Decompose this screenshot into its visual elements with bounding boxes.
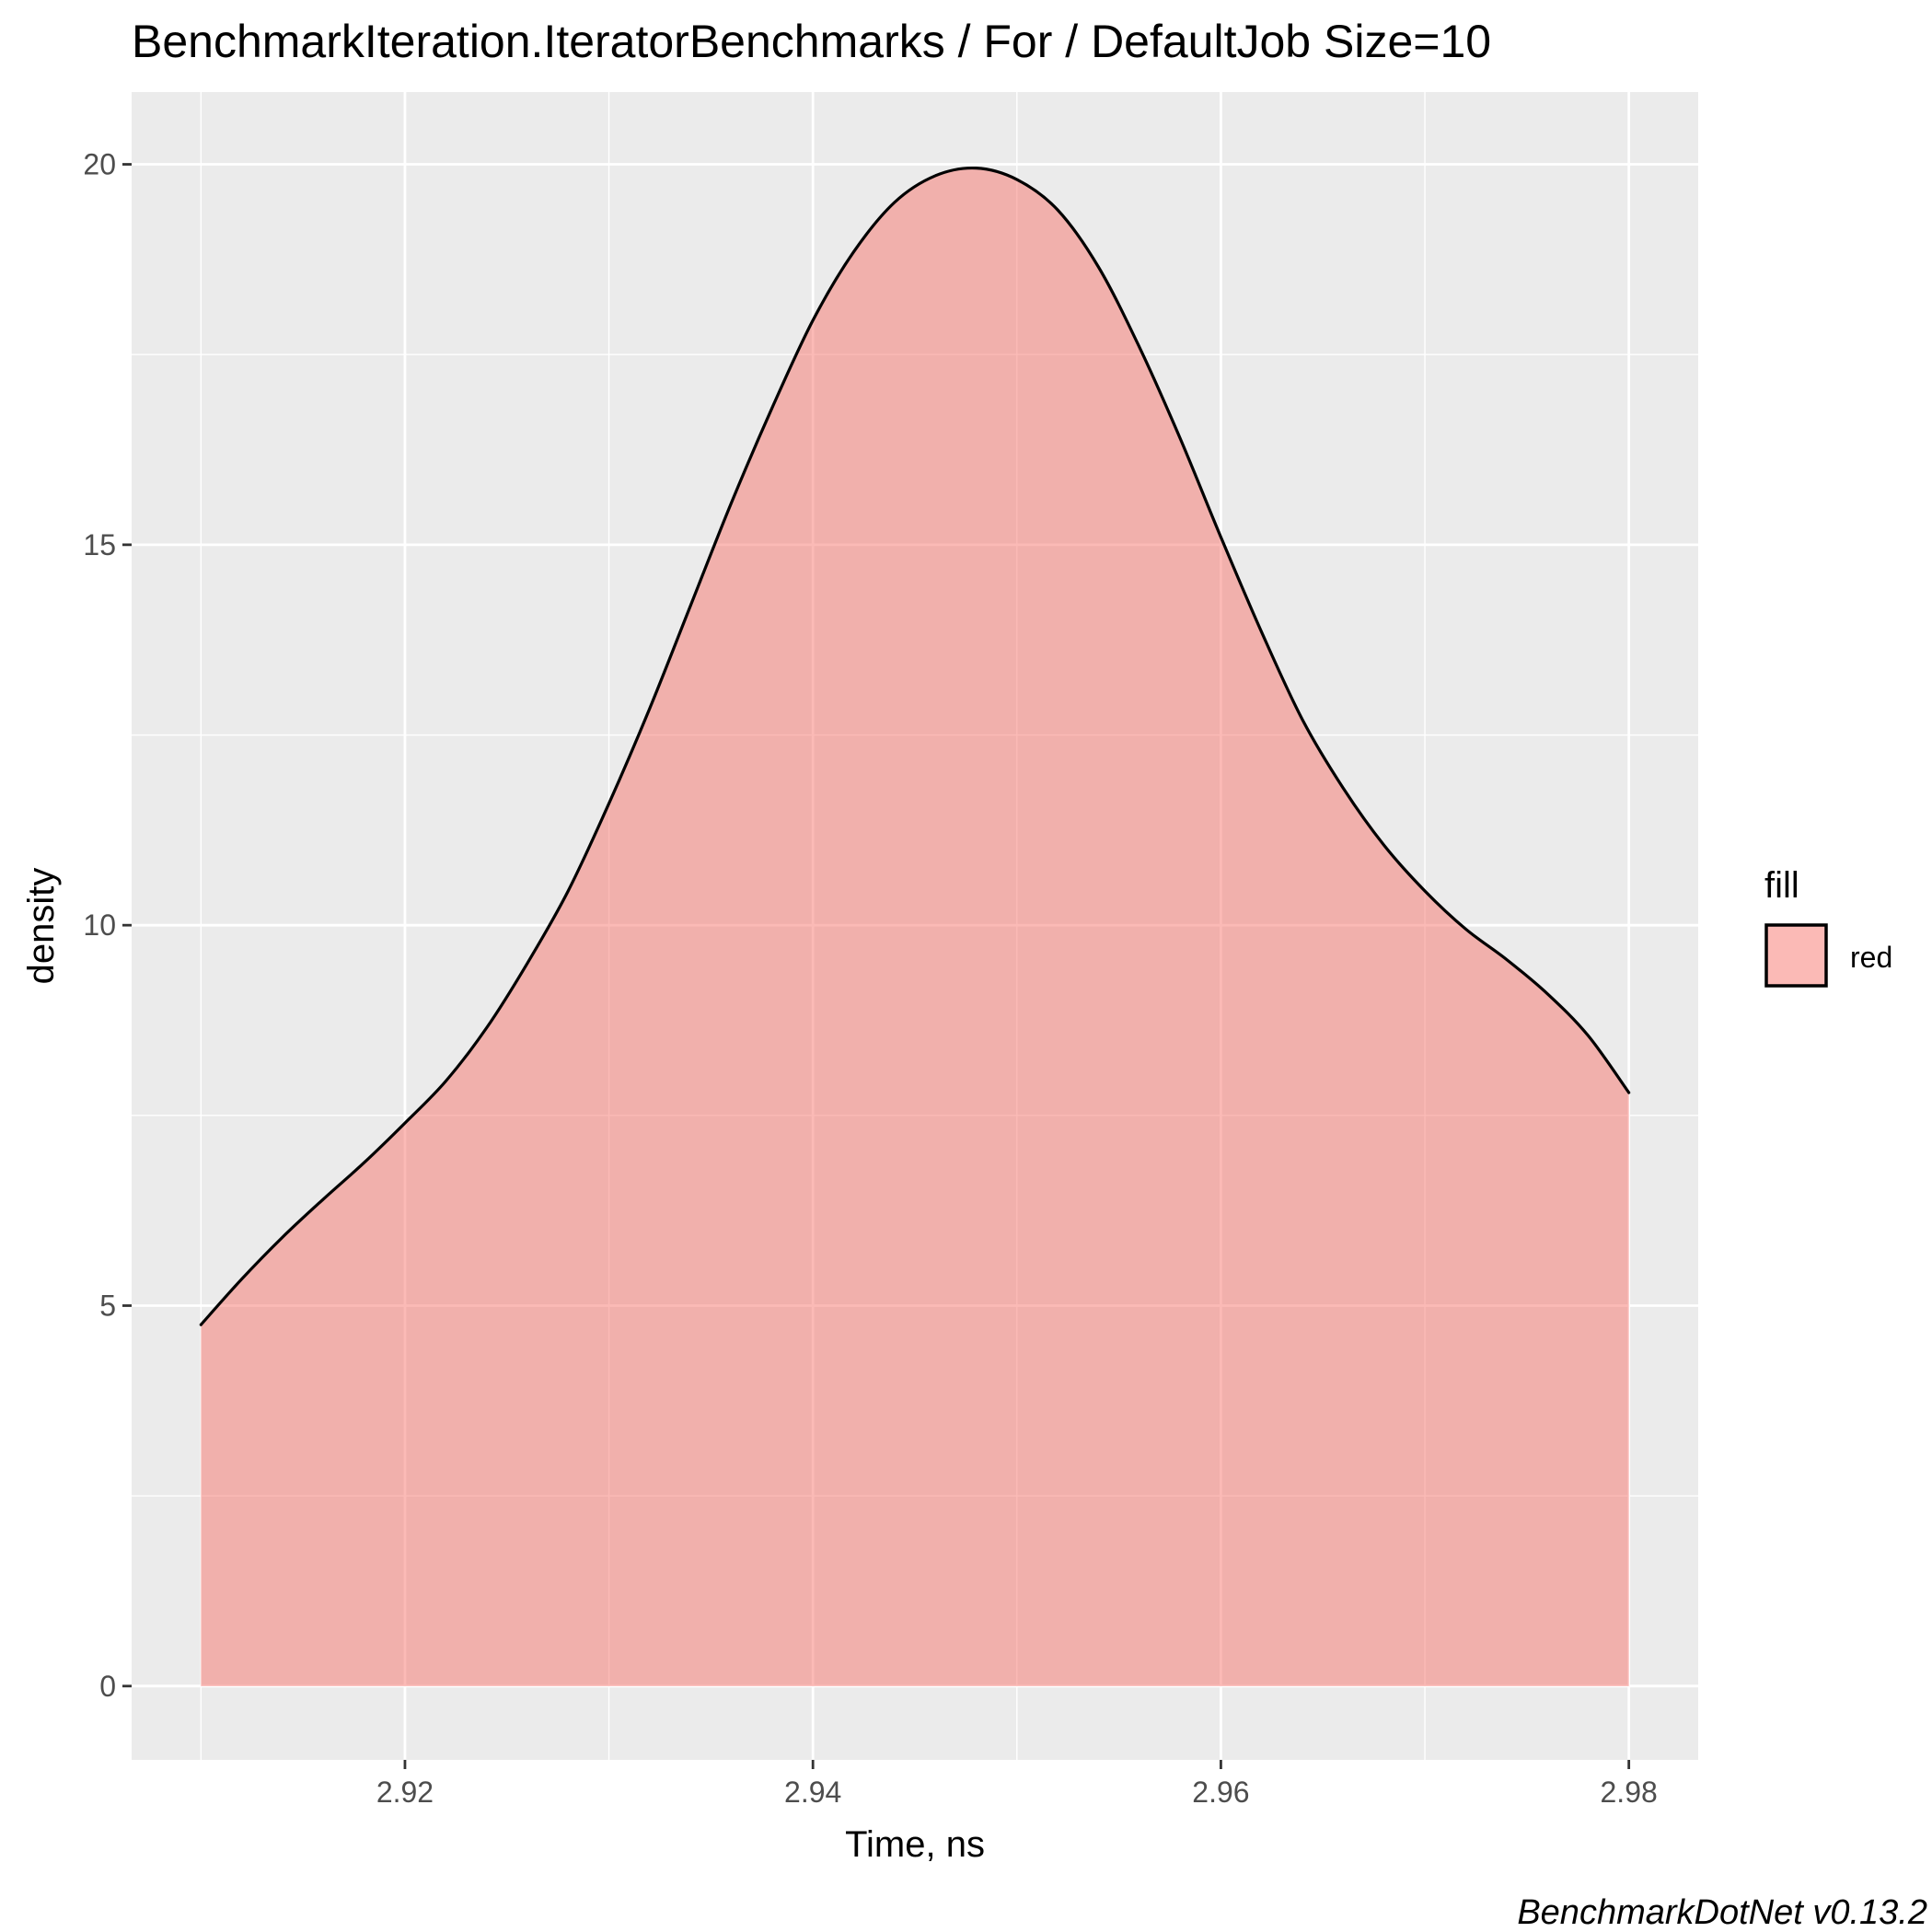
legend-key-swatch (1764, 923, 1828, 988)
x-axis-ticks: 2.92 2.94 2.96 2.98 (376, 1760, 1658, 1809)
legend-title: fill (1764, 865, 1799, 906)
x-tick-label: 2.94 (784, 1776, 841, 1809)
x-tick-label: 2.92 (376, 1776, 434, 1809)
legend-entry-label: red (1850, 941, 1892, 974)
chart-caption: BenchmarkDotNet v0.13.2 (1517, 1893, 1927, 1932)
y-tick-label: 10 (83, 908, 116, 942)
y-axis-ticks: 0 5 10 15 20 (83, 148, 132, 1703)
y-tick-label: 0 (99, 1670, 116, 1703)
x-axis-title: Time, ns (845, 1824, 985, 1865)
density-area (201, 168, 1629, 1686)
y-axis-title: density (21, 868, 62, 985)
density-line (199, 166, 1631, 1326)
x-tick-label: 2.96 (1192, 1776, 1249, 1809)
chart-title: BenchmarkIteration.IteratorBenchmarks / … (132, 16, 1491, 67)
y-tick-label: 15 (83, 528, 116, 561)
y-tick-label: 5 (99, 1289, 116, 1322)
x-tick-label: 2.98 (1601, 1776, 1658, 1809)
density-series-layer (199, 166, 1631, 1686)
legend: fill red (1764, 865, 1892, 988)
y-tick-label: 20 (83, 148, 116, 181)
